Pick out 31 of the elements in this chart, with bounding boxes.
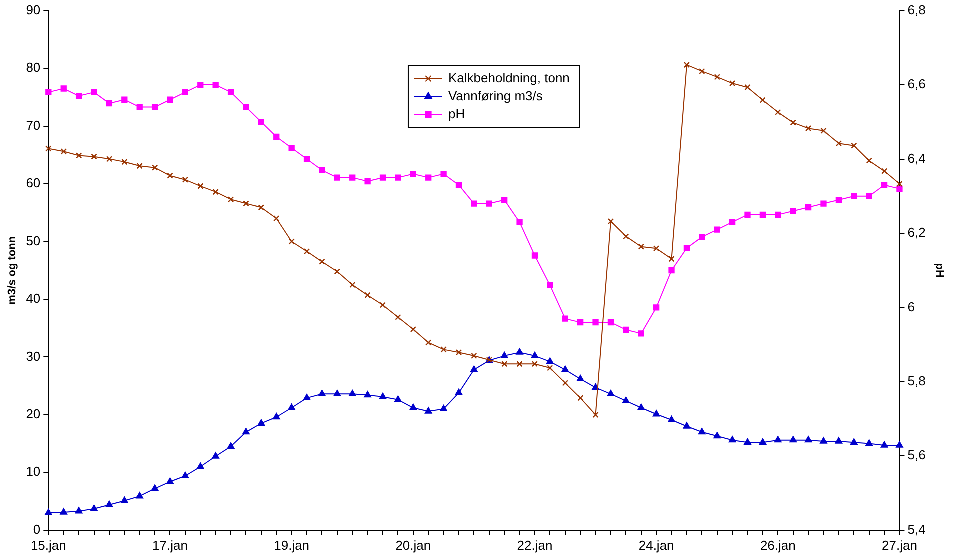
x-tick-label: 17.jan xyxy=(152,538,188,553)
y-tick-label: 50 xyxy=(26,233,41,248)
y-tick-label: 40 xyxy=(26,291,41,306)
y2-tick-label: 6 xyxy=(908,299,915,314)
x-tick-label: 15.jan xyxy=(30,538,66,553)
y-tick-label: 0 xyxy=(33,522,41,537)
y-tick-label: 10 xyxy=(26,464,41,480)
y-tick-label: 70 xyxy=(26,118,41,133)
x-tick-label: 27.jan xyxy=(882,538,918,553)
legend-label: pH xyxy=(448,106,466,122)
x-tick-label: 20.jan xyxy=(396,538,432,553)
y2-tick-label: 6,4 xyxy=(908,150,926,166)
y2-axis-title: pH xyxy=(933,263,946,278)
y-axis-title: m3/s og tonn xyxy=(6,236,19,305)
legend-label: Vannføring m3/s xyxy=(448,88,544,104)
y2-tick-label: 6,6 xyxy=(908,76,926,92)
y2-tick-label: 5,8 xyxy=(908,374,926,389)
y2-tick-label: 6,8 xyxy=(908,2,926,18)
y2-tick-label: 6,2 xyxy=(908,225,926,240)
y-tick-label: 90 xyxy=(26,2,41,18)
x-tick-label: 22.jan xyxy=(517,538,553,553)
x-tick-label: 24.jan xyxy=(638,538,674,553)
legend-label: Kalkbeholdning, tonn xyxy=(448,70,570,86)
y-tick-label: 80 xyxy=(26,60,41,76)
y-tick-label: 20 xyxy=(26,406,41,422)
y2-tick-label: 5,6 xyxy=(908,448,926,463)
y2-tick-label: 5,4 xyxy=(908,522,926,537)
y-tick-label: 60 xyxy=(26,176,41,191)
y-tick-label: 30 xyxy=(26,348,41,364)
x-tick-label: 26.jan xyxy=(760,538,796,553)
x-tick-label: 19.jan xyxy=(274,538,310,553)
